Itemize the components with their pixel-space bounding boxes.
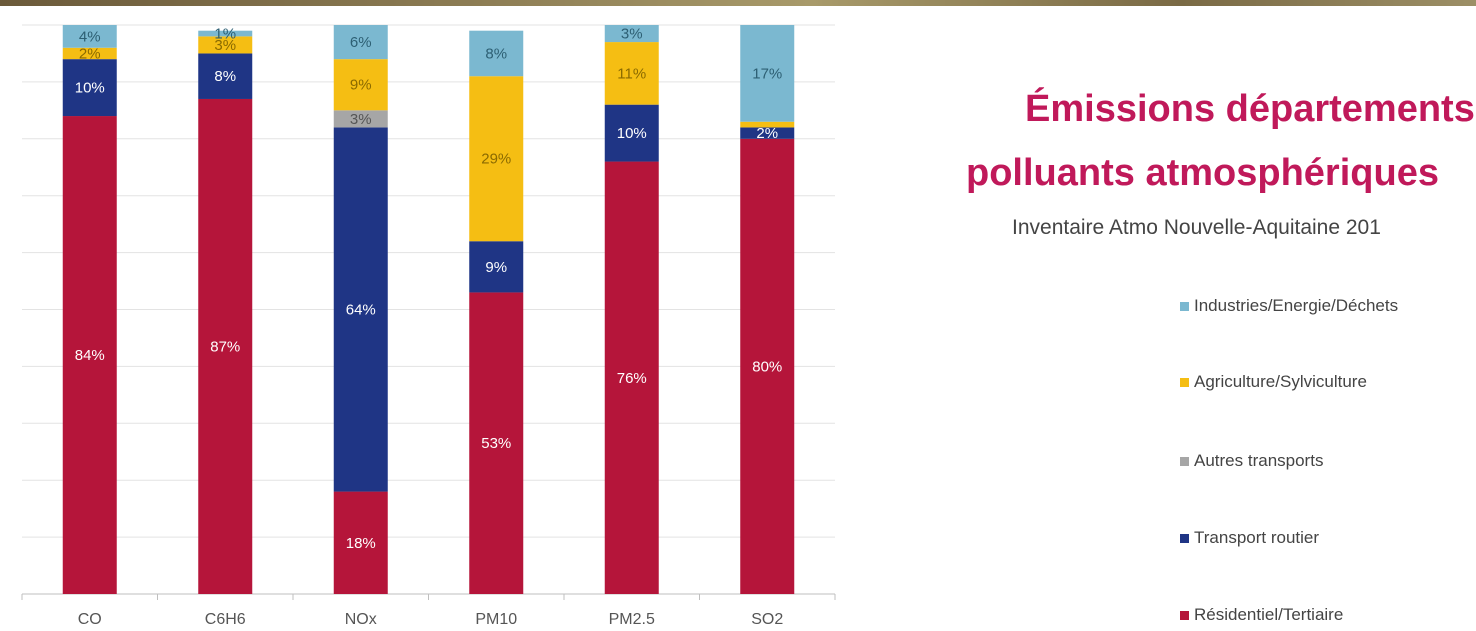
bar-segment-co-industries	[62, 25, 117, 48]
data-label: 1%	[214, 26, 236, 43]
bar-segment-nox-agriculture	[333, 59, 388, 111]
legend-item-industries: Industries/Energie/Déchets	[1180, 296, 1398, 316]
data-label: 3%	[214, 37, 236, 54]
data-label: 2%	[79, 45, 101, 62]
bar-segment-c6h6-industries	[198, 30, 253, 37]
data-label: 8%	[214, 68, 236, 85]
legend-label-transport-routier: Transport routier	[1194, 528, 1320, 547]
legend-label-autres-transports: Autres transports	[1194, 451, 1324, 470]
data-label: 10%	[75, 80, 105, 97]
data-label: 53%	[481, 435, 511, 452]
x-tick-label: C6H6	[205, 611, 246, 628]
bar-segment-pm10-transportroutier	[469, 241, 524, 293]
legend-item-residentiel: Résidentiel/Tertiaire	[1180, 605, 1343, 625]
data-label: 6%	[350, 34, 372, 51]
chart-title-line2: polluants atmosphériques	[966, 152, 1439, 194]
bar-segment-pm10-industries	[469, 30, 524, 77]
legend-swatch-autres-transports	[1180, 456, 1189, 466]
legend-swatch-transport-routier	[1180, 533, 1189, 543]
data-label: 10%	[617, 125, 647, 142]
bar-segment-so2-agriculture	[740, 121, 795, 128]
data-label: 76%	[617, 370, 647, 387]
chart-title-line1: Émissions départements	[1025, 88, 1475, 130]
data-label: 2%	[756, 125, 778, 142]
x-tick-label: PM2.5	[609, 611, 655, 628]
stacked-bar-chart: 84%10%2%4%CO87%8%3%1%C6H618%64%3%9%6%NOx…	[21, 24, 836, 628]
bar-segment-c6h6-rsidentiel	[198, 98, 253, 594]
x-tick-label: CO	[78, 611, 102, 628]
chart-subtitle: Inventaire Atmo Nouvelle-Aquitaine 201	[1012, 216, 1381, 239]
bar-segment-c6h6-transportroutier	[198, 53, 253, 99]
bar-segment-co-agriculture	[62, 47, 117, 60]
bar-segment-pm25-industries	[604, 25, 659, 43]
legend-swatch-agriculture	[1180, 377, 1189, 387]
data-label: 9%	[350, 77, 372, 94]
bar-segment-c6h6-agriculture	[198, 36, 253, 54]
legend-item-autres-transports: Autres transports	[1180, 451, 1323, 471]
x-tick-label: SO2	[751, 611, 783, 628]
x-tick-label: PM10	[475, 611, 517, 628]
data-label: 11%	[617, 65, 646, 82]
bar-segment-nox-rsidentiel	[333, 491, 388, 594]
bar-segment-pm25-agriculture	[604, 42, 659, 105]
bar-segment-pm25-transportroutier	[604, 104, 659, 162]
data-label: 64%	[346, 302, 376, 319]
data-label: 3%	[621, 26, 643, 43]
legend-swatch-residentiel	[1180, 610, 1189, 620]
bar-segment-pm10-agriculture	[469, 76, 524, 242]
data-label: 9%	[485, 259, 507, 276]
data-label: 29%	[481, 151, 511, 168]
legend-label-agriculture: Agriculture/Sylviculture	[1194, 372, 1367, 391]
bar-segment-nox-transportroutier	[333, 127, 388, 492]
bar-segment-so2-transportroutier	[740, 127, 795, 139]
header-image-strip	[0, 0, 1476, 6]
data-label: 80%	[752, 358, 782, 375]
legend-label-residentiel: Résidentiel/Tertiaire	[1194, 605, 1344, 624]
legend-label-industries: Industries/Energie/Déchets	[1194, 296, 1399, 315]
bar-segment-co-transportroutier	[62, 59, 117, 117]
legend-swatch-industries	[1180, 301, 1189, 311]
bar-segment-co-rsidentiel	[62, 116, 117, 594]
data-label: 84%	[75, 347, 105, 364]
bar-segment-nox-autrestransports	[333, 110, 388, 128]
bar-segment-pm10-rsidentiel	[469, 292, 524, 594]
data-label: 17%	[752, 65, 782, 82]
data-label: 4%	[79, 28, 101, 45]
legend-item-transport-routier: Transport routier	[1180, 528, 1319, 548]
x-tick-label: NOx	[345, 611, 377, 628]
bar-segment-so2-industries	[740, 25, 795, 122]
data-label: 87%	[210, 338, 240, 355]
data-label: 18%	[346, 535, 376, 552]
legend-item-agriculture: Agriculture/Sylviculture	[1180, 372, 1367, 392]
data-label: 8%	[485, 45, 507, 62]
bar-segment-pm25-rsidentiel	[604, 161, 659, 594]
bar-segment-nox-industries	[333, 25, 388, 60]
data-label: 3%	[350, 111, 372, 128]
bar-segment-so2-rsidentiel	[740, 138, 795, 595]
